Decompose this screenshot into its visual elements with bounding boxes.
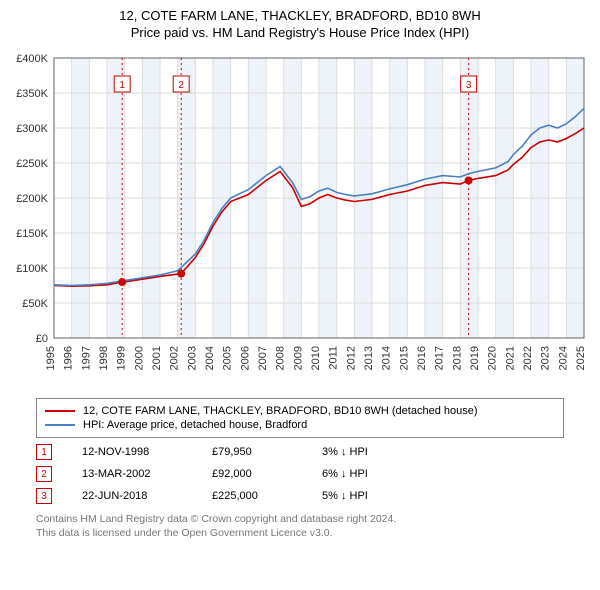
- x-tick-label: 1996: [63, 346, 75, 370]
- transaction-delta: 5% ↓ HPI: [322, 490, 402, 502]
- x-tick-label: 2024: [557, 346, 569, 370]
- x-tick-label: 2005: [222, 346, 234, 370]
- transaction-date: 12-NOV-1998: [82, 446, 182, 458]
- x-tick-label: 2003: [186, 346, 198, 370]
- y-tick-label: £250K: [16, 158, 48, 170]
- x-tick-label: 2009: [292, 346, 304, 370]
- transaction-row: 3 22-JUN-2018 £225,000 5% ↓ HPI: [36, 488, 564, 504]
- y-tick-label: £350K: [16, 88, 48, 100]
- y-tick-label: £150K: [16, 228, 48, 240]
- marker-dot: [465, 177, 473, 185]
- transaction-date: 22-JUN-2018: [82, 490, 182, 502]
- x-tick-label: 2015: [398, 346, 410, 370]
- y-tick-label: £200K: [16, 193, 48, 205]
- legend-item: HPI: Average price, detached house, Brad…: [45, 419, 555, 431]
- transaction-marker: 2: [36, 466, 52, 482]
- legend-item: 12, COTE FARM LANE, THACKLEY, BRADFORD, …: [45, 405, 555, 417]
- marker-dot: [177, 270, 185, 278]
- x-tick-label: 2025: [575, 346, 587, 370]
- footer-line: This data is licensed under the Open Gov…: [36, 526, 564, 540]
- x-tick-label: 2001: [151, 346, 163, 370]
- x-tick-label: 2008: [275, 346, 287, 370]
- x-tick-label: 2010: [310, 346, 322, 370]
- x-tick-label: 2012: [345, 346, 357, 370]
- y-tick-label: £400K: [16, 53, 48, 65]
- y-tick-label: £0: [36, 333, 48, 345]
- x-tick-label: 1998: [98, 346, 110, 370]
- y-tick-label: £100K: [16, 263, 48, 275]
- marker-number: 3: [466, 80, 472, 91]
- y-tick-label: £300K: [16, 123, 48, 135]
- footer-line: Contains HM Land Registry data © Crown c…: [36, 512, 564, 526]
- title-subtitle: Price paid vs. HM Land Registry's House …: [6, 25, 594, 40]
- x-tick-label: 1995: [45, 346, 57, 370]
- x-tick-label: 2006: [239, 346, 251, 370]
- x-tick-label: 2021: [504, 346, 516, 370]
- marker-number: 1: [119, 80, 125, 91]
- x-tick-label: 2007: [257, 346, 269, 370]
- x-tick-label: 2002: [169, 346, 181, 370]
- transaction-row: 2 13-MAR-2002 £92,000 6% ↓ HPI: [36, 466, 564, 482]
- footer: Contains HM Land Registry data © Crown c…: [36, 512, 564, 540]
- transaction-delta: 3% ↓ HPI: [322, 446, 402, 458]
- marker-dot: [118, 278, 126, 286]
- x-tick-label: 2016: [416, 346, 428, 370]
- marker-number: 2: [178, 80, 184, 91]
- legend-label: HPI: Average price, detached house, Brad…: [83, 419, 307, 431]
- legend-label: 12, COTE FARM LANE, THACKLEY, BRADFORD, …: [83, 405, 478, 417]
- transaction-delta: 6% ↓ HPI: [322, 468, 402, 480]
- transaction-marker: 3: [36, 488, 52, 504]
- x-tick-label: 1999: [116, 346, 128, 370]
- transaction-row: 1 12-NOV-1998 £79,950 3% ↓ HPI: [36, 444, 564, 460]
- price-chart: £0 £50K £100K £150K £200K £250K £300K £350K £400…: [6, 48, 594, 388]
- x-tick-label: 2020: [487, 346, 499, 370]
- x-tick-label: 2013: [363, 346, 375, 370]
- x-tick-label: 2014: [381, 346, 393, 370]
- legend: 12, COTE FARM LANE, THACKLEY, BRADFORD, …: [36, 398, 564, 438]
- x-tick-label: 2022: [522, 346, 534, 370]
- transaction-price: £92,000: [212, 468, 292, 480]
- title-address: 12, COTE FARM LANE, THACKLEY, BRADFORD, …: [6, 8, 594, 23]
- x-tick-label: 2019: [469, 346, 481, 370]
- transaction-price: £79,950: [212, 446, 292, 458]
- y-tick-label: £50K: [22, 298, 48, 310]
- x-tick-label: 2018: [451, 346, 463, 370]
- transaction-price: £225,000: [212, 490, 292, 502]
- x-tick-label: 2017: [434, 346, 446, 370]
- transactions-table: 1 12-NOV-1998 £79,950 3% ↓ HPI 2 13-MAR-2002 £…: [36, 444, 564, 504]
- x-tick-label: 2000: [133, 346, 145, 370]
- x-tick-label: 2004: [204, 346, 216, 370]
- transaction-marker: 1: [36, 444, 52, 460]
- transaction-date: 13-MAR-2002: [82, 468, 182, 480]
- legend-swatch: [45, 424, 75, 426]
- legend-swatch: [45, 410, 75, 412]
- x-tick-label: 1997: [80, 346, 92, 370]
- x-tick-label: 2023: [540, 346, 552, 370]
- x-tick-label: 2011: [328, 346, 340, 370]
